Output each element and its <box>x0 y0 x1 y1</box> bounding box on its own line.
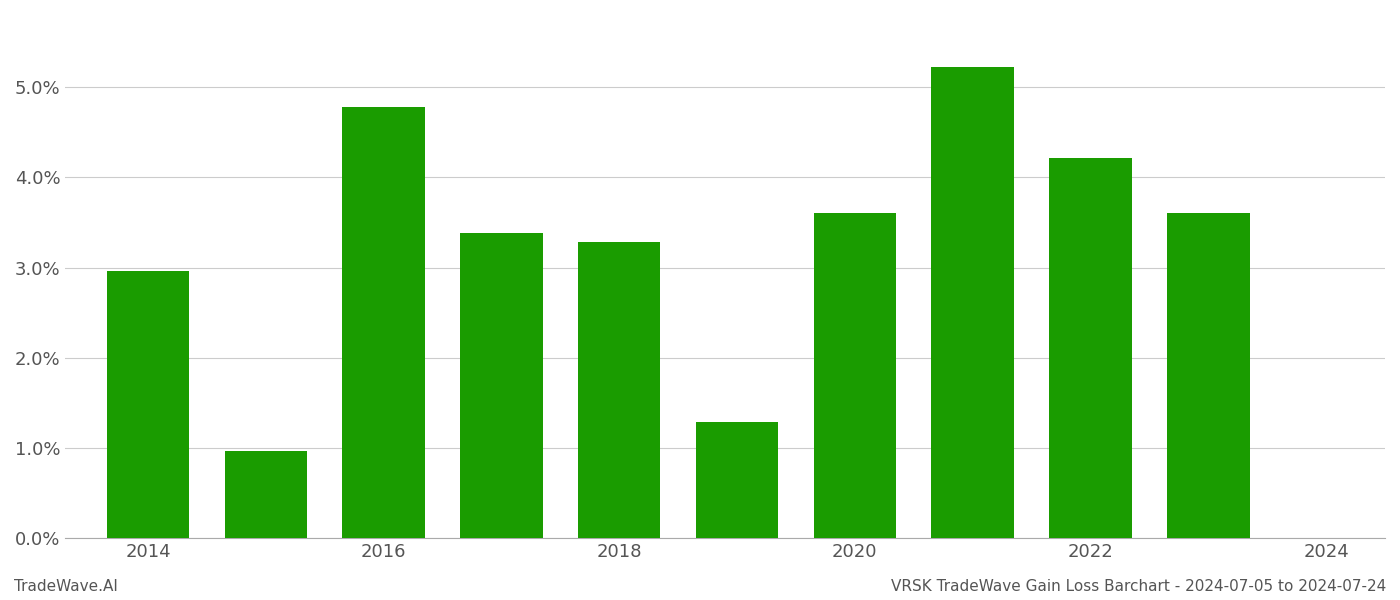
Text: TradeWave.AI: TradeWave.AI <box>14 579 118 594</box>
Bar <box>696 422 778 538</box>
Bar <box>461 233 543 538</box>
Bar <box>224 451 307 538</box>
Bar <box>1049 158 1131 538</box>
Bar <box>106 271 189 538</box>
Bar <box>1168 212 1250 538</box>
Bar <box>343 107 424 538</box>
Text: VRSK TradeWave Gain Loss Barchart - 2024-07-05 to 2024-07-24: VRSK TradeWave Gain Loss Barchart - 2024… <box>890 579 1386 594</box>
Bar <box>578 242 661 538</box>
Bar <box>813 214 896 538</box>
Bar <box>931 67 1014 538</box>
